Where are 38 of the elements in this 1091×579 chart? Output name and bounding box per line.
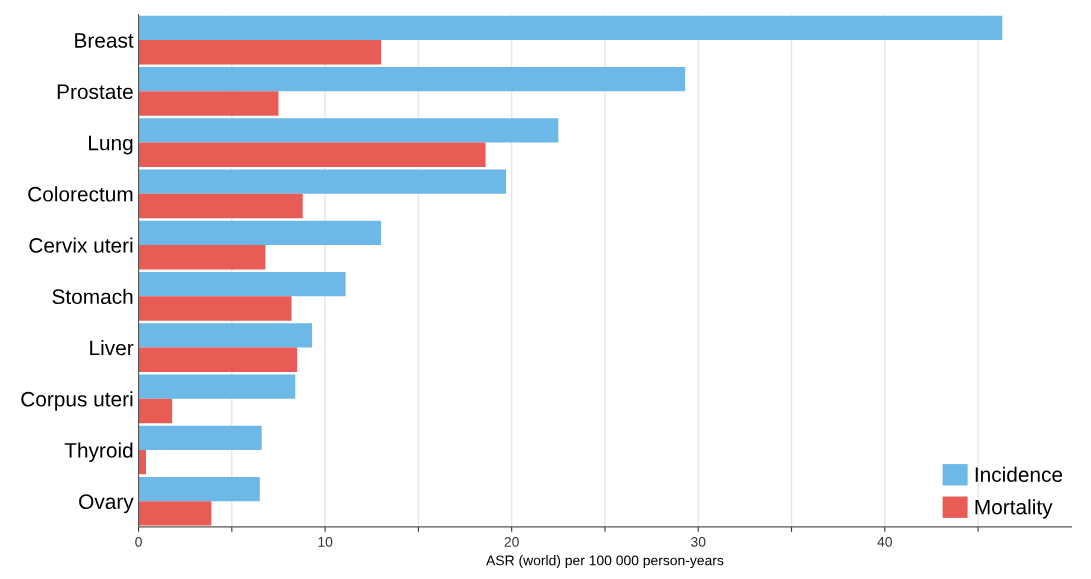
bar: [138, 323, 313, 348]
x-axis-title: ASR (world) per 100 000 person-years: [486, 555, 724, 569]
y-tick-label: Corpus uteri: [21, 391, 133, 411]
bar: [138, 398, 173, 424]
x-tick-label: 0: [135, 536, 142, 547]
legend-label: Incidence: [975, 466, 1063, 482]
bar: [138, 374, 296, 399]
y-tick-label: Ovary: [79, 494, 134, 514]
y-tick-label: Thyroid: [64, 442, 133, 462]
y-tick-label: Liver: [90, 340, 134, 356]
legend-label: Mortality: [975, 499, 1053, 519]
bar: [138, 40, 382, 65]
bar: [138, 15, 1003, 41]
bar: [138, 347, 298, 372]
x-tick-label: 30: [691, 536, 706, 547]
bar: [138, 425, 262, 451]
bar: [138, 296, 292, 321]
bar: [138, 450, 147, 475]
y-tick-label: Cervix uteri: [29, 237, 133, 253]
bar: [138, 501, 212, 526]
bar: [138, 271, 346, 297]
y-tick-label: Prostate: [57, 84, 133, 100]
y-tick-label: Stomach: [52, 288, 133, 305]
x-tick-label: 40: [877, 536, 892, 547]
x-tick-label: 20: [504, 536, 519, 547]
bar: [138, 142, 486, 167]
y-tick-label: Lung: [89, 135, 133, 155]
x-tick-label: 10: [318, 536, 333, 547]
bar: [138, 220, 382, 246]
bar: [138, 245, 266, 270]
bar: [138, 169, 507, 194]
y-tick-label: Breast: [75, 33, 134, 48]
bar: [138, 91, 279, 116]
bar: [138, 67, 686, 92]
bar: [138, 118, 559, 143]
bar: [138, 476, 260, 502]
y-tick-label: Colorectum: [28, 186, 133, 202]
bar: [138, 193, 303, 219]
